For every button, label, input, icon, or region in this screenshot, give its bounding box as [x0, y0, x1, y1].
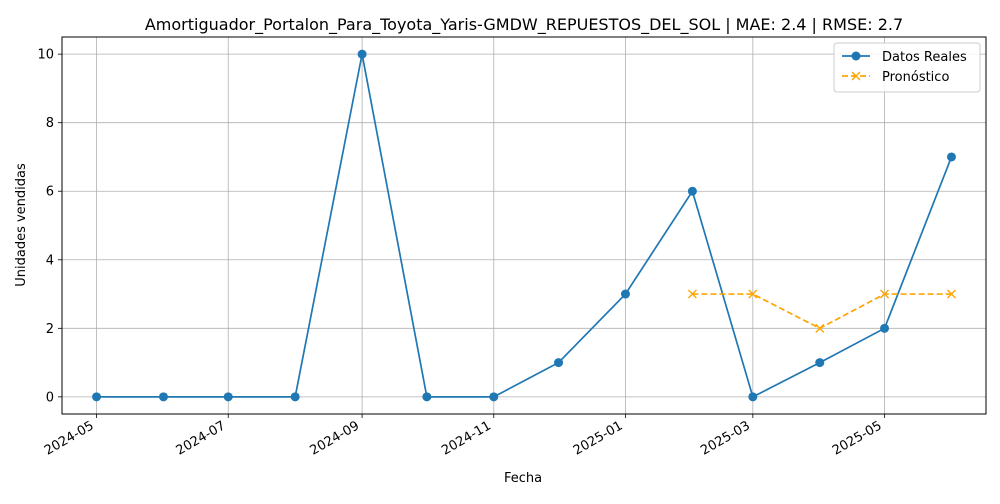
x-tick-label: 2025-03 — [698, 418, 753, 458]
legend-marker-pronostico — [851, 71, 861, 81]
x-axis-label: Fecha — [504, 471, 542, 486]
y-tick-label: 8 — [46, 116, 54, 131]
data-point-pronostico — [880, 289, 890, 299]
data-point-pronostico — [815, 323, 825, 333]
y-axis-ticks: 0 2 4 6 8 10 — [37, 48, 62, 405]
data-point-datos-reales — [946, 152, 956, 162]
x-tick-label: 2024-05 — [42, 418, 97, 458]
legend-marker-datos-reales — [851, 51, 861, 61]
data-point-datos-reales — [290, 392, 300, 402]
data-point-datos-reales — [620, 289, 630, 299]
x-tick-label: 2024-09 — [308, 418, 363, 458]
y-axis-label: Unidades vendidas — [14, 163, 29, 287]
data-point-datos-reales — [92, 392, 102, 402]
grid — [62, 37, 986, 414]
data-point-datos-reales — [554, 358, 564, 368]
y-tick-label: 10 — [37, 48, 54, 63]
data-point-datos-reales — [748, 392, 758, 402]
y-tick-label: 6 — [46, 185, 54, 200]
data-point-datos-reales — [489, 392, 499, 402]
legend-x-marker — [851, 71, 861, 81]
series-line-datos-reales — [96, 53, 953, 399]
chart-title: Amortiguador_Portalon_Para_Toyota_Yaris-… — [145, 15, 903, 35]
data-point-datos-reales — [687, 186, 697, 196]
data-point-datos-reales — [223, 392, 233, 402]
data-point-datos-reales — [880, 323, 890, 333]
data-point-datos-reales — [815, 358, 825, 368]
data-point-datos-reales — [422, 392, 432, 402]
data-point-datos-reales — [158, 392, 168, 402]
data-point-pronostico — [687, 289, 697, 299]
legend: Datos Reales Pronóstico — [833, 42, 981, 93]
data-point-datos-reales — [357, 49, 367, 59]
data-point-pronostico — [748, 289, 758, 299]
x-tick-label: 2025-05 — [830, 418, 885, 458]
plot-frame — [61, 36, 987, 415]
legend-label-pronostico: Pronóstico — [882, 70, 949, 85]
plot-series — [92, 49, 956, 402]
x-tick-label: 2024-07 — [174, 418, 229, 458]
y-tick-label: 0 — [46, 390, 54, 405]
data-point-pronostico — [946, 289, 956, 299]
x-tick-label: 2024-11 — [439, 418, 494, 458]
legend-label-datos-reales: Datos Reales — [882, 50, 967, 65]
y-tick-label: 4 — [46, 253, 54, 268]
x-axis-ticks: 2024-05 2024-07 2024-09 2024-11 2025-01 2025-… — [42, 414, 885, 459]
y-tick-label: 2 — [46, 322, 54, 337]
x-tick-label: 2025-01 — [571, 418, 626, 458]
legend-box — [833, 42, 981, 93]
